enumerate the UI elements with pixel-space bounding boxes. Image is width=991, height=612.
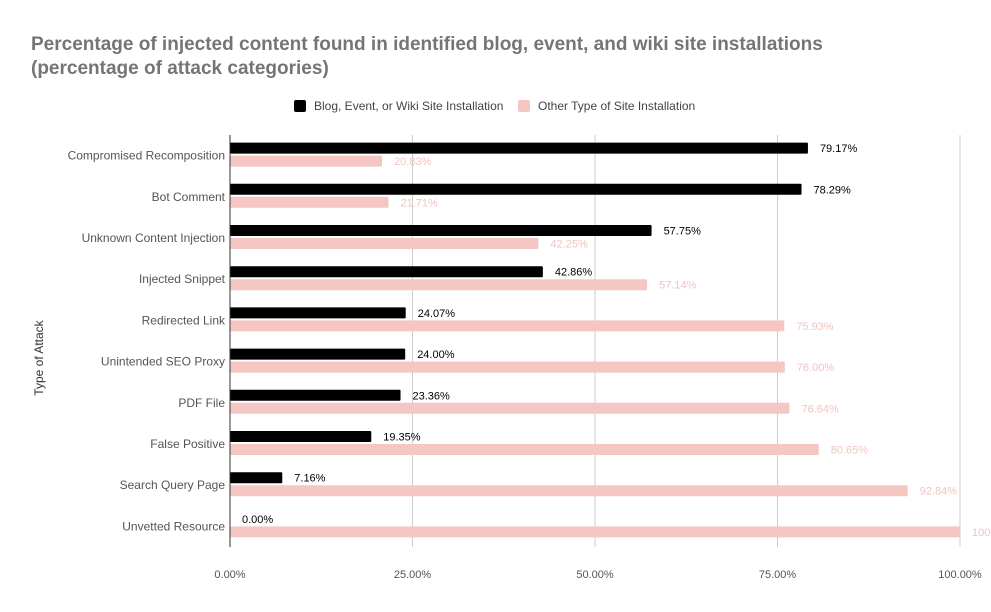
data-label-series-2: 75.93% (796, 321, 834, 333)
legend-item-series-2[interactable]: Other Type of Site Installation (518, 99, 695, 113)
data-label-series-1: 24.00% (417, 349, 455, 361)
bar-series-2 (230, 485, 908, 497)
data-label-series-2: 80.65% (831, 445, 869, 457)
data-label-series-1: 7.16% (294, 473, 325, 485)
data-label-series-2: 21.71% (400, 197, 438, 209)
data-label-series-2: 76.64% (801, 403, 839, 415)
bar-series-1 (230, 142, 808, 154)
data-label-series-2: 42.25% (550, 239, 588, 251)
data-label-series-2: 100.00% (972, 527, 991, 539)
x-tick-label: 25.00% (394, 569, 432, 581)
category-label: Unintended SEO Proxy (101, 355, 225, 369)
bar-series-2 (230, 320, 785, 332)
legend-swatch-series-2 (518, 100, 530, 112)
legend-label-series-2: Other Type of Site Installation (538, 99, 696, 113)
category-label: PDF File (178, 396, 225, 410)
category-label: Unvetted Resource (122, 519, 225, 533)
bar-series-1 (230, 348, 406, 360)
category-label: Injected Snippet (139, 272, 226, 286)
y-axis-title: Type of Attack (32, 319, 46, 395)
category-label: Redirected Link (142, 313, 226, 327)
category-label: Search Query Page (120, 478, 226, 492)
legend: Blog, Event, or Wiki Site Installation O… (0, 99, 991, 115)
category-label: Compromised Recomposition (68, 149, 225, 163)
bar-series-1 (230, 183, 802, 195)
data-label-series-2: 57.14% (659, 280, 697, 292)
bar-series-2 (230, 402, 790, 414)
bar-series-1 (230, 472, 283, 484)
bar-series-1 (230, 225, 652, 236)
bar-series-1 (230, 266, 543, 278)
x-tick-label: 100.00% (938, 569, 982, 581)
legend-swatch-series-1 (294, 100, 306, 112)
category-label: Bot Comment (152, 190, 226, 204)
data-label-series-2: 20.83% (394, 156, 432, 168)
data-label-series-1: 24.07% (418, 308, 456, 320)
data-label-series-1: 79.17% (820, 143, 858, 155)
bar-series-1 (230, 431, 372, 442)
x-tick-label: 75.00% (759, 569, 797, 581)
bar-series-1 (230, 389, 401, 401)
bar-series-2 (230, 361, 785, 373)
legend-label-series-1: Blog, Event, or Wiki Site Installation (314, 99, 504, 113)
bar-series-2 (230, 444, 819, 455)
bar-series-2 (230, 196, 389, 208)
bar-series-2 (230, 238, 539, 249)
data-label-series-2: 92.84% (920, 486, 958, 498)
chart-title: Percentage of injected content found in … (31, 34, 823, 79)
data-label-series-1: 23.36% (413, 390, 451, 402)
bar-series-2 (230, 155, 383, 167)
category-label: Unknown Content Injection (82, 231, 225, 245)
category-label: False Positive (150, 437, 225, 451)
data-label-series-1: 19.35% (383, 432, 421, 444)
data-label-series-1: 0.00% (242, 514, 273, 526)
x-tick-label: 0.00% (214, 569, 245, 581)
legend-item-series-1[interactable]: Blog, Event, or Wiki Site Installation (294, 99, 503, 113)
data-label-series-2: 76.00% (797, 362, 835, 374)
data-label-series-1: 57.75% (664, 226, 702, 238)
data-label-series-1: 42.86% (555, 267, 593, 279)
bar-series-2 (230, 526, 960, 538)
x-tick-label: 50.00% (576, 569, 614, 581)
bar-series-1 (230, 307, 406, 319)
data-label-series-1: 78.29% (814, 184, 852, 196)
bar-series-2 (230, 279, 648, 291)
